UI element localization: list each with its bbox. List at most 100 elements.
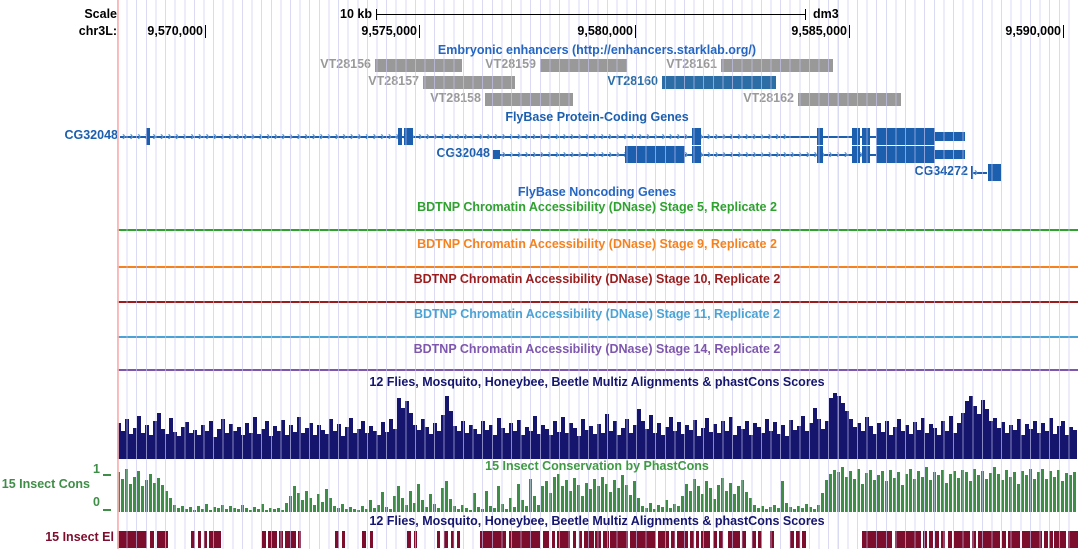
conserved-element-block[interactable]	[719, 531, 723, 548]
conserved-element-block[interactable]	[935, 531, 939, 548]
phastcons-score-bar	[993, 467, 996, 512]
conserved-element-block[interactable]	[752, 531, 756, 548]
conserved-element-block[interactable]	[713, 531, 717, 548]
conserved-element-block[interactable]	[262, 531, 266, 548]
conserved-element-block[interactable]	[552, 531, 555, 548]
dnase-signal-baseline[interactable]	[117, 336, 1078, 338]
conserved-element-block[interactable]	[658, 531, 669, 548]
conserved-element-block[interactable]	[790, 531, 794, 548]
conserved-element-block[interactable]	[954, 531, 970, 548]
conserved-element-block[interactable]	[573, 531, 576, 548]
conserved-element-block[interactable]	[191, 531, 195, 548]
conserved-element-block[interactable]	[414, 531, 417, 548]
gene-exon[interactable]	[692, 128, 701, 145]
conserved-element-block[interactable]	[362, 531, 366, 548]
conserved-element-block[interactable]	[862, 531, 892, 548]
conserved-element-block[interactable]	[579, 531, 582, 548]
multiz-histogram[interactable]	[117, 393, 1078, 459]
gene-exon[interactable]	[988, 164, 1001, 181]
conserved-element-block[interactable]	[671, 531, 675, 548]
conserved-element-block[interactable]	[595, 531, 601, 548]
gene-exon[interactable]	[852, 128, 860, 145]
conserved-element-block[interactable]	[941, 531, 945, 548]
conserved-element-block[interactable]	[630, 531, 656, 548]
dnase-signal-baseline[interactable]	[117, 369, 1078, 371]
conserved-element-block[interactable]	[370, 531, 373, 548]
gene-exon[interactable]	[935, 150, 965, 159]
conserved-element-block[interactable]	[923, 531, 927, 548]
enhancer-bar[interactable]	[423, 76, 515, 89]
gene-exon[interactable]	[493, 150, 500, 159]
conserved-element-block[interactable]	[895, 531, 921, 548]
gene-exon[interactable]	[146, 128, 150, 145]
enhancer-bar[interactable]	[798, 93, 901, 106]
enhancer-bar[interactable]	[540, 59, 627, 72]
conserved-element-block[interactable]	[437, 531, 440, 548]
gene-exon[interactable]	[852, 146, 860, 163]
gene-exon[interactable]	[398, 128, 402, 145]
gene-exon[interactable]	[404, 128, 413, 145]
conserved-element-block[interactable]	[728, 531, 740, 548]
conserved-element-block[interactable]	[1054, 531, 1066, 548]
conserved-element-block[interactable]	[279, 531, 283, 548]
conserved-element-block[interactable]	[1002, 531, 1006, 548]
enhancer-bar[interactable]	[485, 93, 573, 106]
conserved-element-block[interactable]	[509, 531, 540, 548]
conserved-element-block[interactable]	[285, 531, 296, 548]
enhancer-bar[interactable]	[662, 76, 776, 89]
conserved-element-block[interactable]	[1049, 531, 1053, 548]
conserved-element-block[interactable]	[335, 531, 339, 548]
conserved-element-block[interactable]	[342, 531, 345, 548]
conserved-element-block[interactable]	[1022, 531, 1042, 548]
gene-exon[interactable]	[862, 128, 870, 145]
conserved-element-block[interactable]	[796, 531, 800, 548]
gene-exon[interactable]	[625, 146, 685, 163]
conserved-element-block[interactable]	[407, 531, 411, 548]
conserved-element-block[interactable]	[948, 531, 952, 548]
conserved-element-block[interactable]	[690, 531, 694, 548]
conserved-element-block[interactable]	[150, 531, 154, 548]
conserved-element-block[interactable]	[584, 531, 594, 548]
gene-exon[interactable]	[862, 146, 870, 163]
conserved-element-block[interactable]	[802, 531, 806, 548]
conserved-element-block[interactable]	[770, 531, 774, 548]
conserved-element-block[interactable]	[268, 531, 277, 548]
conserved-element-block[interactable]	[677, 531, 688, 548]
conserved-element-block[interactable]	[978, 531, 1000, 548]
conserved-element-block[interactable]	[157, 531, 168, 548]
conserved-element-block[interactable]	[758, 531, 762, 548]
conserved-element-block[interactable]	[742, 531, 746, 548]
conserved-element-block[interactable]	[480, 531, 506, 548]
dnase-signal-baseline[interactable]	[117, 301, 1078, 303]
gene-exon[interactable]	[817, 128, 823, 145]
gene-exon[interactable]	[876, 128, 935, 145]
conserved-element-block[interactable]	[457, 531, 460, 548]
conserved-element-block[interactable]	[610, 531, 628, 548]
dnase-signal-baseline[interactable]	[117, 266, 1078, 268]
gene-exon[interactable]	[817, 146, 823, 163]
conserved-element-block[interactable]	[451, 531, 454, 548]
conserved-element-block[interactable]	[603, 531, 609, 548]
conserved-element-block[interactable]	[701, 531, 710, 548]
conserved-element-block[interactable]	[929, 531, 933, 548]
conserved-element-block[interactable]	[444, 531, 448, 548]
gene-exon[interactable]	[935, 132, 965, 141]
conserved-element-block[interactable]	[198, 531, 201, 548]
gene-exon[interactable]	[692, 146, 701, 163]
conserved-element-block[interactable]	[696, 531, 699, 548]
conserved-element-block[interactable]	[117, 531, 147, 548]
conserved-element-block[interactable]	[557, 531, 570, 548]
enhancer-bar[interactable]	[721, 59, 833, 72]
gene-exon[interactable]	[876, 146, 935, 163]
enhancer-bar[interactable]	[375, 59, 462, 72]
conserved-element-block[interactable]	[1044, 531, 1048, 548]
conserved-element-block[interactable]	[972, 531, 976, 548]
conserved-element-block[interactable]	[209, 531, 221, 548]
conserved-element-block[interactable]	[298, 531, 301, 548]
conserved-element-block[interactable]	[1068, 531, 1078, 548]
conserved-element-block[interactable]	[543, 531, 549, 548]
dnase-signal-baseline[interactable]	[117, 229, 1078, 231]
conserved-element-block[interactable]	[204, 531, 207, 548]
conserved-element-block[interactable]	[1008, 531, 1020, 548]
